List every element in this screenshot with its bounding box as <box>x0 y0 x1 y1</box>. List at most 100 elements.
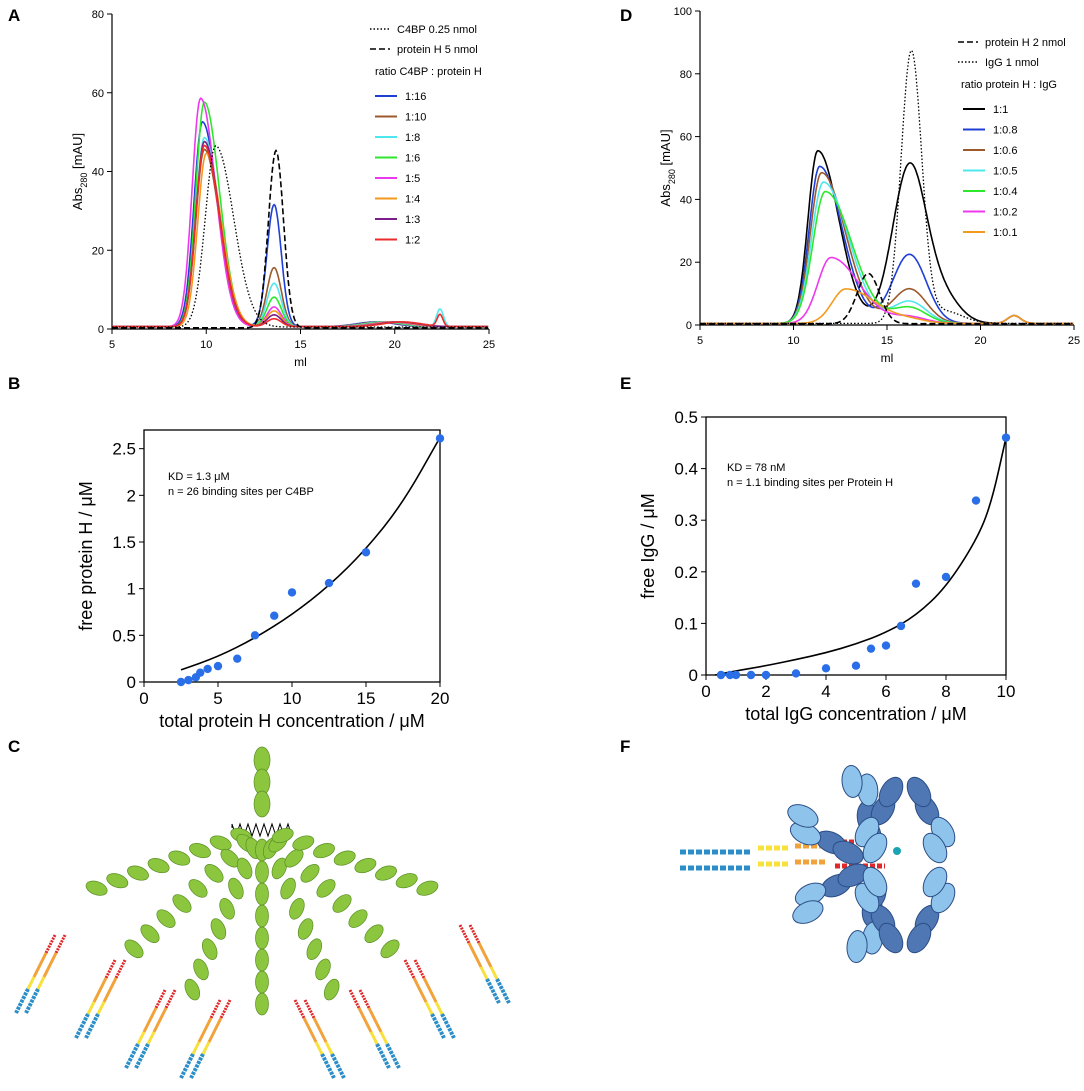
legend-label: 1:8 <box>405 132 420 144</box>
x-axis-label: total IgG concentration / μM <box>745 704 966 724</box>
x-tick-label: 5 <box>109 339 115 351</box>
data-point <box>881 641 891 650</box>
y-tick-label: 40 <box>680 194 692 206</box>
data-point <box>971 496 981 505</box>
legend-label: IgG 1 nmol <box>985 57 1039 69</box>
series-line-1:4 <box>112 152 489 328</box>
y-tick-label: 1.5 <box>112 533 136 552</box>
c4bp-alpha-chain-domain <box>209 835 232 851</box>
y-tick-label: 0.5 <box>674 408 698 427</box>
protein-h-blue-segment <box>330 1053 346 1079</box>
plot-frame <box>143 429 441 683</box>
protein-h-red-segment <box>104 959 117 979</box>
data-point <box>1001 433 1011 442</box>
legend-label: 1:1 <box>993 104 1008 116</box>
igg-domain <box>878 776 904 808</box>
c4bp-alpha-chain-domain <box>271 827 294 844</box>
x-tick-label: 15 <box>294 339 306 351</box>
protein-h-orange-segment <box>197 1017 213 1043</box>
x-tick-label: 10 <box>787 335 799 347</box>
c4bp-alpha-chain-domain <box>313 843 335 859</box>
legend-label: 1:0.4 <box>993 186 1017 198</box>
data-point <box>941 572 951 582</box>
data-point <box>196 668 205 677</box>
protein-h-yellow-segment <box>479 966 489 980</box>
binding-site-dot <box>893 847 901 855</box>
y-tick-label: 60 <box>92 88 104 100</box>
data-point <box>250 631 260 640</box>
reference-line-protein-h <box>112 149 489 329</box>
annotation-kd: KD = 78 nM <box>727 462 785 474</box>
x-tick-label: 5 <box>697 335 703 347</box>
chart-d-chromatogram: 5 10 15 20 25 0 20 40 60 80 100 ml Abs280 [mAU] prote… <box>658 6 1080 365</box>
series-line-1:3 <box>112 140 489 328</box>
y-tick-label: 0.3 <box>674 511 698 530</box>
c4bp-alpha-chain-domain <box>201 938 218 960</box>
protein-h-red-segment <box>219 999 232 1019</box>
c4bp-alpha-chain-domain <box>172 894 192 913</box>
protein-h-red-segment <box>413 959 426 979</box>
data-point <box>821 664 831 673</box>
igg-domain <box>906 922 932 954</box>
igg-domain <box>846 930 868 963</box>
y-tick-label: 80 <box>92 9 104 21</box>
y-tick-label: 80 <box>680 69 692 81</box>
y-tick-label: 20 <box>92 245 104 257</box>
protein-h-blue-segment <box>320 1053 336 1079</box>
c4bp-alpha-chain-domain <box>228 877 244 900</box>
c4bp-alpha-chain-domain <box>332 894 352 913</box>
c4bp-alpha-chain-domain <box>255 992 269 1016</box>
protein-h-red-segment <box>358 989 371 1009</box>
igg-domain <box>832 840 864 865</box>
protein-h-red-segment <box>54 934 67 954</box>
c4bp-alpha-chain-domain <box>219 898 235 920</box>
annotation-sites: n = 1.1 binding sites per Protein H <box>727 477 893 489</box>
protein-h-orange-segment <box>357 1007 373 1033</box>
protein-h-orange-segment <box>102 977 118 1003</box>
protein-h-yellow-segment <box>434 1001 444 1015</box>
c4bp-protein-h-complex-illustration <box>14 746 511 1079</box>
protein-h-blue-segment <box>124 1043 140 1069</box>
y-tick-label: 2 <box>127 486 136 505</box>
protein-h-blue-segment <box>430 1013 446 1039</box>
y-tick-label: 100 <box>674 6 692 18</box>
protein-h-blue-segment <box>375 1043 391 1069</box>
protein-h-yellow-segment <box>36 976 46 990</box>
igg-domain <box>862 832 888 864</box>
protein-h-orange-segment <box>367 1007 383 1033</box>
c4bp-alpha-chain-domain <box>184 978 201 1001</box>
igg-domain <box>922 866 948 898</box>
c4bp-alpha-chain-domain <box>380 939 400 959</box>
y-axis-label: free protein H / μM <box>76 481 96 630</box>
protein-h-igg-complex-illustration <box>680 765 956 963</box>
igg-domain <box>787 804 819 828</box>
panel-label-e: E <box>620 374 632 393</box>
protein-h-orange-segment <box>412 977 428 1003</box>
c4bp-alpha-chain-domain <box>280 877 296 900</box>
chart-e-binding-curve: 0 2 4 6 8 10 0 0.1 0.2 0.3 0.4 0.5 total IgG concent… <box>638 408 1015 724</box>
protein-h-yellow-segment <box>369 1031 379 1045</box>
c4bp-alpha-chain-domain <box>323 978 340 1001</box>
y-axis-label: Abs280 [mAU] <box>70 133 89 210</box>
x-tick-label: 0 <box>701 682 710 701</box>
protein-h-dimer <box>293 999 346 1079</box>
legend-label: 1:3 <box>405 214 420 226</box>
igg-domain <box>841 765 863 798</box>
legend-label: 1:6 <box>405 153 420 165</box>
series-line-1:0.2 <box>700 256 1074 325</box>
data-point <box>435 434 445 443</box>
protein-h-dimer <box>124 989 177 1069</box>
protein-h-blue-segment <box>485 978 501 1004</box>
data-point <box>176 677 186 687</box>
protein-h-orange-segment <box>477 942 493 968</box>
series-line-1:5 <box>112 97 489 328</box>
c4bp-alpha-chain-domain <box>106 873 129 889</box>
data-point <box>896 621 906 631</box>
data-point <box>746 670 756 680</box>
data-point <box>203 664 212 674</box>
protein-h-red-segment <box>114 959 127 979</box>
c4bp-alpha-chain-domain <box>292 835 315 851</box>
protein-h-dimer <box>458 924 511 1004</box>
protein-h-blue-segment <box>440 1013 456 1039</box>
data-point <box>213 661 223 671</box>
